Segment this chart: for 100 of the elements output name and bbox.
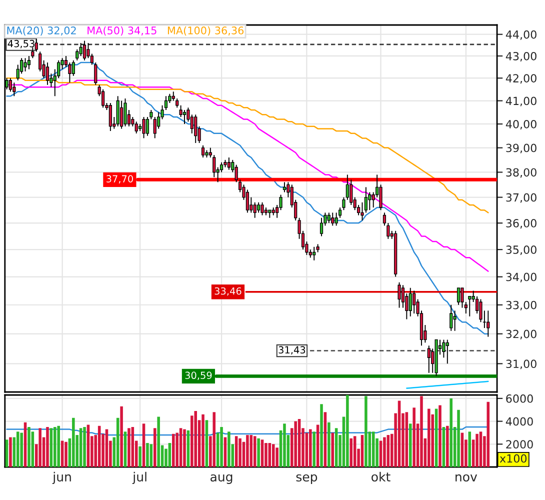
bar — [328, 422, 330, 467]
y-tick-label: 36,00 — [506, 219, 536, 229]
candlestick — [24, 58, 27, 72]
candlestick — [468, 296, 472, 317]
ref-line-label: 30,59 — [185, 372, 212, 380]
bar — [350, 438, 353, 467]
candlestick — [34, 38, 38, 52]
candlestick — [8, 78, 12, 92]
x-tick-label: sep — [296, 474, 318, 484]
bar — [438, 405, 442, 467]
bar — [20, 432, 23, 467]
bar — [479, 432, 482, 467]
candlestick — [246, 189, 250, 214]
bar — [5, 440, 8, 467]
y-tick-label: 32,00 — [506, 330, 536, 340]
candlestick — [408, 287, 412, 317]
candlestick — [453, 310, 456, 332]
candlestick — [450, 304, 453, 332]
candlestick — [227, 157, 230, 170]
bar — [460, 432, 464, 467]
bar — [250, 435, 253, 467]
candlestick — [253, 202, 256, 218]
line-series — [406, 380, 489, 389]
bar — [276, 448, 278, 467]
bar — [83, 427, 86, 467]
x-tick-label: jul — [132, 472, 146, 484]
bar — [138, 446, 142, 467]
y-tick-label: 38,00 — [506, 168, 536, 178]
candlestick — [27, 55, 31, 70]
bar — [272, 444, 275, 467]
bar — [64, 442, 68, 467]
bar — [131, 427, 134, 467]
candlestick — [398, 282, 401, 308]
bar — [486, 402, 490, 467]
candlestick — [134, 121, 138, 134]
bar — [316, 424, 320, 467]
candlestick — [312, 246, 316, 261]
candlestick — [142, 116, 146, 139]
bar — [234, 436, 238, 467]
bar — [379, 440, 382, 467]
bar — [238, 438, 242, 467]
y-tick-label: 42,00 — [506, 74, 536, 84]
bar — [450, 398, 453, 467]
line-series — [6, 426, 489, 436]
bar — [334, 428, 338, 467]
bar — [38, 428, 42, 467]
bar — [172, 434, 175, 467]
bar — [268, 443, 272, 467]
bar — [298, 419, 301, 467]
bar — [457, 410, 460, 467]
bar — [420, 396, 423, 467]
candlestick — [72, 60, 75, 76]
text: MA(20) 32,02 — [7, 26, 76, 36]
candlestick — [120, 100, 124, 130]
candlestick — [182, 109, 186, 124]
bar — [120, 406, 123, 467]
bar — [468, 432, 472, 467]
bar — [28, 427, 30, 467]
bar — [372, 432, 375, 467]
bar — [446, 426, 449, 467]
bar — [57, 426, 60, 467]
bar — [54, 427, 56, 467]
bar — [264, 443, 268, 467]
bar — [98, 426, 101, 467]
bar — [86, 424, 90, 467]
bar — [386, 435, 390, 467]
y-tick-label: 40,00 — [506, 120, 536, 130]
bar — [146, 443, 149, 467]
bar — [46, 427, 49, 467]
y-tick-label: 6000 — [506, 394, 533, 403]
bar — [194, 411, 197, 467]
bar — [24, 422, 27, 467]
candlestick — [331, 212, 334, 226]
bar — [409, 424, 412, 467]
bar — [412, 408, 416, 467]
bar — [9, 437, 12, 467]
candlestick — [201, 144, 205, 158]
candlestick — [260, 202, 264, 216]
candlestick — [327, 212, 330, 224]
candlestick — [76, 48, 79, 61]
y-tick-label: 2000 — [506, 440, 533, 449]
bar — [116, 418, 120, 467]
x-tick-label: okt — [372, 472, 390, 482]
y-tick-label: 41,00 — [506, 96, 536, 106]
candlestick — [427, 345, 430, 374]
bar — [150, 444, 153, 467]
bar — [353, 436, 356, 467]
bar — [16, 432, 20, 467]
bar — [153, 428, 156, 467]
y-tick-label: 33,00 — [506, 300, 536, 310]
ref-line-label: 43,53 — [8, 40, 34, 48]
ref-line-label: 31,43 — [278, 346, 306, 355]
candlestick — [108, 102, 112, 132]
bar — [202, 414, 204, 467]
y-tick-label: 39,00 — [506, 144, 536, 154]
text: MA(50) 34,15 — [88, 26, 156, 36]
bar — [220, 427, 223, 467]
bar — [205, 420, 208, 467]
bar — [428, 408, 430, 467]
ref-line-label: 37,70 — [106, 175, 133, 184]
